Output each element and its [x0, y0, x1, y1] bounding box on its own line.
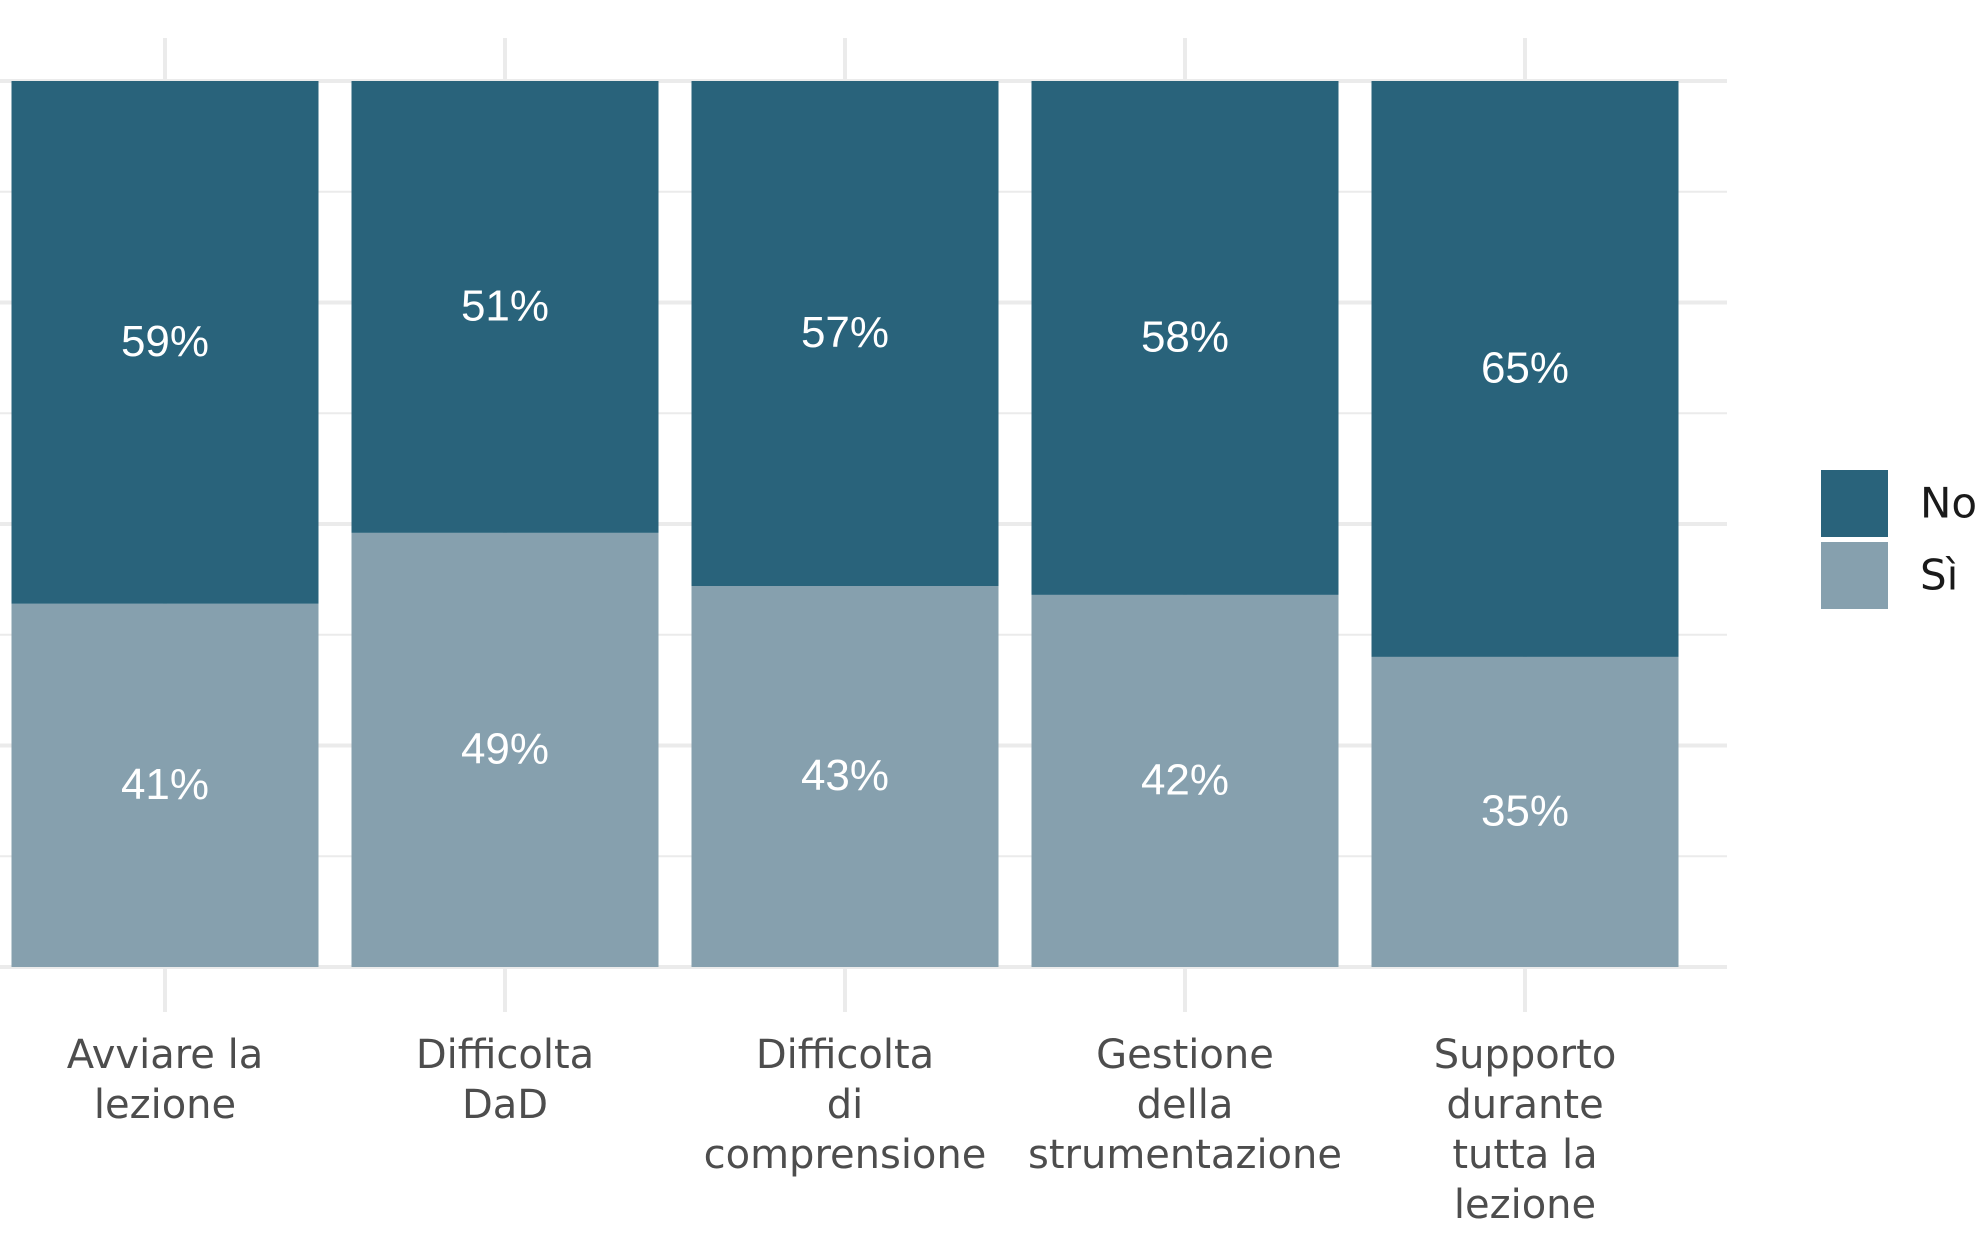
x-tick-label: lezione: [1454, 1182, 1596, 1228]
x-tick-label: strumentazione: [1028, 1132, 1342, 1178]
x-tick-label: durante: [1446, 1082, 1603, 1128]
x-tick-label: Difficolta: [756, 1032, 934, 1078]
bar-segment: [1031, 594, 1339, 967]
bar-segment: [11, 603, 319, 967]
bars: [11, 81, 1679, 967]
bar-segment: [691, 586, 999, 967]
bar-value-label: 43%: [801, 751, 889, 800]
bar-segment: [351, 532, 659, 967]
bar-value-label: 58%: [1141, 313, 1229, 362]
x-axis-tick-labels: Avviare lalezioneDifficoltaDaDDifficolta…: [67, 1032, 1617, 1228]
x-tick-label: Difficolta: [416, 1032, 594, 1078]
bar-segment: [351, 81, 659, 533]
bar-segment: [11, 81, 319, 604]
bar-segment: [691, 81, 999, 587]
bar-value-label: 65%: [1481, 344, 1569, 393]
bar-value-label: 49%: [461, 725, 549, 774]
x-tick-label: tutta la: [1452, 1132, 1597, 1178]
bar-segment: [1371, 656, 1679, 967]
legend-swatch: [1821, 470, 1888, 537]
legend-label: No: [1920, 479, 1977, 528]
x-tick-label: comprensione: [704, 1132, 987, 1178]
bar-value-label: 42%: [1141, 756, 1229, 805]
legend: No Sì: [1821, 470, 1977, 609]
bar-value-label: 35%: [1481, 787, 1569, 836]
x-tick-label: Avviare la: [67, 1032, 264, 1078]
bar-value-label: 57%: [801, 308, 889, 357]
bar-value-label: 59%: [121, 317, 209, 366]
x-tick-label: Gestione: [1096, 1032, 1274, 1078]
x-tick-label: Supporto: [1434, 1032, 1617, 1078]
bar-value-label: 41%: [121, 760, 209, 809]
bar-labels: 41% 59% 49% 51% 43% 57% 42% 58% 35% 65%: [121, 282, 1569, 836]
x-tick-label: di: [827, 1082, 864, 1128]
x-tick-label: lezione: [94, 1082, 236, 1128]
bar-segment: [1371, 81, 1679, 657]
x-tick-label: della: [1137, 1082, 1234, 1128]
legend-swatch: [1821, 542, 1888, 609]
x-tick-label: DaD: [462, 1082, 548, 1128]
bar-value-label: 51%: [461, 282, 549, 331]
bar-segment: [1031, 81, 1339, 595]
legend-label: Sì: [1920, 551, 1958, 600]
